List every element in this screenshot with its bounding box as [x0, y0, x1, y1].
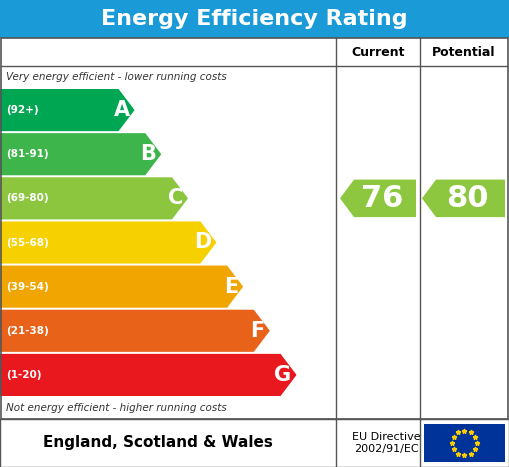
- Polygon shape: [340, 180, 416, 217]
- Polygon shape: [422, 180, 505, 217]
- Text: (21-38): (21-38): [6, 326, 49, 336]
- Polygon shape: [0, 354, 297, 396]
- Text: (1-20): (1-20): [6, 370, 42, 380]
- Text: EU Directive: EU Directive: [352, 432, 420, 442]
- Bar: [0, 0, 509, 38]
- Text: Very energy efficient - lower running costs: Very energy efficient - lower running co…: [6, 72, 227, 82]
- Text: (69-80): (69-80): [6, 193, 49, 203]
- Text: C: C: [168, 188, 183, 208]
- Text: B: B: [140, 144, 156, 164]
- Text: F: F: [250, 321, 265, 341]
- Text: 2002/91/EC: 2002/91/EC: [354, 444, 418, 454]
- Text: Current: Current: [351, 45, 405, 58]
- Text: (81-91): (81-91): [6, 149, 49, 159]
- Text: (92+): (92+): [6, 105, 39, 115]
- Text: Potential: Potential: [432, 45, 495, 58]
- Text: 76: 76: [361, 184, 403, 213]
- Text: (55-68): (55-68): [6, 238, 49, 248]
- Bar: [1, 38, 508, 419]
- Text: 80: 80: [446, 184, 489, 213]
- Polygon shape: [0, 266, 243, 308]
- Text: (39-54): (39-54): [6, 282, 49, 292]
- Polygon shape: [0, 221, 216, 263]
- Polygon shape: [0, 89, 134, 131]
- Text: D: D: [194, 233, 211, 253]
- Bar: [0, 419, 509, 467]
- Text: Not energy efficient - higher running costs: Not energy efficient - higher running co…: [6, 403, 227, 413]
- Polygon shape: [0, 133, 161, 175]
- Text: A: A: [114, 100, 130, 120]
- Polygon shape: [0, 177, 188, 219]
- Polygon shape: [0, 310, 270, 352]
- Text: G: G: [274, 365, 292, 385]
- Bar: [424, 424, 505, 462]
- Text: England, Scotland & Wales: England, Scotland & Wales: [43, 436, 273, 451]
- Text: E: E: [224, 276, 238, 297]
- Text: Energy Efficiency Rating: Energy Efficiency Rating: [101, 9, 408, 29]
